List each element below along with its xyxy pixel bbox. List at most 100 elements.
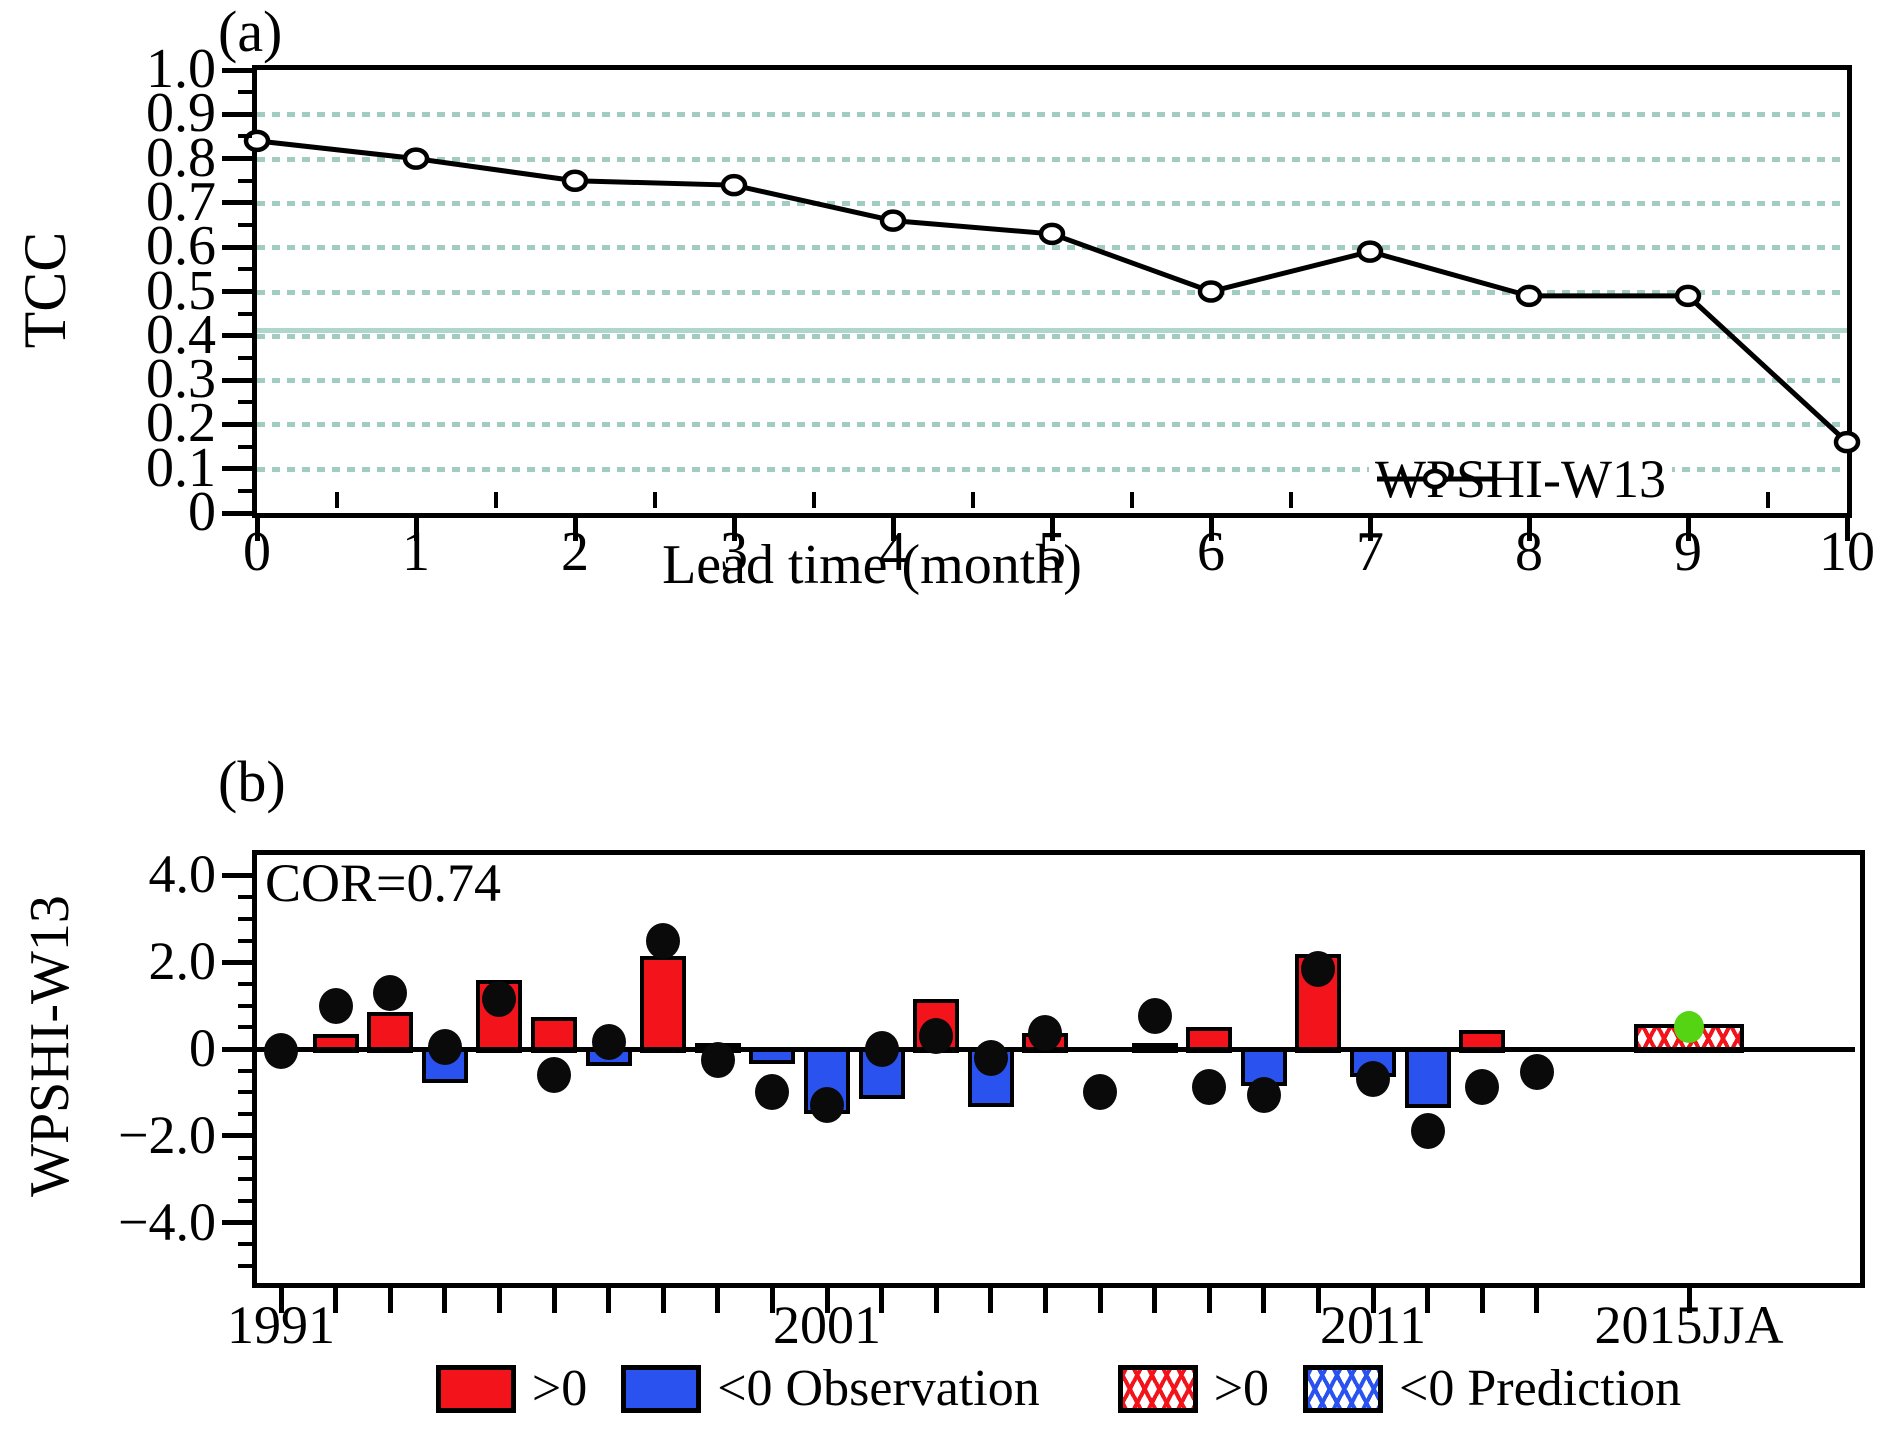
panel-a-y-axis-title: TCC xyxy=(12,231,78,349)
marker-lead-4 xyxy=(879,209,907,232)
a-xtick-9 xyxy=(1685,513,1691,541)
a-xtick-7 xyxy=(1367,513,1373,541)
b-xtick-2007 xyxy=(1152,1283,1158,1313)
a-ytick-0 xyxy=(222,510,252,516)
b-xtick-2001 xyxy=(824,1283,830,1313)
a-xtick-1 xyxy=(413,513,419,541)
a-ytick-label-0.4: 0.4 xyxy=(146,303,216,366)
legend-swatch-prediction-positive xyxy=(1117,1365,1198,1413)
a-xtick-label-4: 4 xyxy=(879,521,907,583)
b-xtick-2010 xyxy=(1315,1283,1321,1313)
bar-1998 xyxy=(640,955,687,1053)
marker-lead-9 xyxy=(1674,284,1702,308)
legend-swatch-observation-positive xyxy=(435,1365,516,1413)
prediction-dot-1999 xyxy=(700,1041,735,1078)
marker-lead-7 xyxy=(1356,240,1384,263)
legend-label-observation-positive: >0 xyxy=(531,1360,588,1417)
b-ytick-minor xyxy=(238,1177,252,1182)
marker-lead-3 xyxy=(720,173,748,197)
prediction-dot-2014 xyxy=(1519,1053,1554,1090)
prediction-dot-2011 xyxy=(1356,1060,1390,1097)
a-xtick-minor xyxy=(652,492,657,508)
a-ytick-0.5 xyxy=(222,289,252,294)
gridline-0.4 xyxy=(257,333,1847,339)
b-ytick-minor xyxy=(238,1003,252,1008)
a-xtick-minor xyxy=(811,492,816,508)
a-xtick-minor xyxy=(334,492,339,508)
prediction-dot-2002 xyxy=(864,1031,899,1067)
prediction-dot-1995 xyxy=(482,981,517,1018)
marker-lead-5 xyxy=(1038,222,1066,246)
a-ytick-0.6 xyxy=(222,244,252,250)
b-ytick-minor xyxy=(238,1198,252,1203)
a-xtick-label-0: 0 xyxy=(243,521,271,583)
gridline-0.9 xyxy=(257,112,1847,118)
b-ytick-label-2.0: 2.0 xyxy=(148,931,217,992)
gridline-0.3 xyxy=(257,378,1847,384)
b-ytick-4.0 xyxy=(222,872,252,878)
prediction-dot-1996 xyxy=(537,1057,571,1094)
a-ytick-minor xyxy=(238,134,252,139)
panel-a-legend: WPSHI-W13 xyxy=(1369,448,1672,510)
a-xtick-0 xyxy=(254,513,260,541)
a-xtick-label-1: 1 xyxy=(402,521,430,583)
a-ytick-minor xyxy=(238,400,252,405)
b-xtick-1992 xyxy=(333,1283,339,1313)
bar-2012 xyxy=(1404,1047,1451,1109)
b-xtick-label-2001: 2001 xyxy=(773,1295,881,1355)
b-ytick-minor xyxy=(238,1264,252,1268)
b-xtick-2009 xyxy=(1261,1283,1267,1313)
legend-swatch-prediction-negative xyxy=(1303,1365,1384,1413)
b-xtick-2004 xyxy=(988,1283,994,1313)
a-ytick-minor xyxy=(238,178,252,183)
a-xtick-2 xyxy=(572,513,578,541)
b-xtick-1996 xyxy=(551,1283,557,1313)
prediction-dot-2009 xyxy=(1246,1076,1281,1113)
wpshi-w13-line xyxy=(256,138,1849,444)
a-ytick-label-0.1: 0.1 xyxy=(146,436,216,499)
zero-line xyxy=(257,1046,1855,1052)
b-ytick-0 xyxy=(222,1046,252,1052)
legend-label-prediction-negative: <0 Prediction xyxy=(1399,1360,1682,1417)
a-xtick-label-10: 10 xyxy=(1819,521,1875,583)
a-xtick-8 xyxy=(1526,513,1532,541)
b-xtick-2013 xyxy=(1479,1283,1485,1313)
b-xtick-1999 xyxy=(715,1283,721,1313)
gridline-0.2 xyxy=(257,422,1847,428)
a-ytick-minor xyxy=(238,444,252,449)
a-ytick-0.7 xyxy=(222,200,252,206)
a-xtick-minor xyxy=(1129,492,1134,508)
b-xtick-1993 xyxy=(387,1283,393,1313)
b-ytick-minor xyxy=(238,1242,252,1247)
tcc-line-chart xyxy=(243,129,1861,454)
prediction-dot-2005 xyxy=(1028,1014,1063,1051)
a-ytick-label-0.7: 0.7 xyxy=(146,170,216,233)
a-ytick-label-0.8: 0.8 xyxy=(146,126,216,189)
legend-swatch-observation-negative xyxy=(621,1365,702,1413)
a-xtick-minor xyxy=(493,492,498,508)
legend-label-prediction-positive: >0 xyxy=(1213,1360,1270,1417)
a-ytick-label-0.2: 0.2 xyxy=(146,392,216,455)
b-xtick-1997 xyxy=(606,1283,612,1313)
gridline-0.7 xyxy=(257,200,1847,206)
prediction-dot-1994 xyxy=(427,1028,462,1065)
b-xtick-2003 xyxy=(933,1283,939,1313)
a-ytick-0.9 xyxy=(222,111,252,117)
marker-lead-1 xyxy=(402,147,430,170)
b-xtick-2005 xyxy=(1042,1283,1048,1313)
b-xtick-label-1991: 1991 xyxy=(227,1295,335,1355)
b-ytick-minor xyxy=(238,1090,252,1095)
legend-label-observation-negative: <0 Observation xyxy=(717,1360,1040,1417)
a-ytick-label-0.9: 0.9 xyxy=(146,82,216,145)
prediction-dot-1997 xyxy=(591,1024,626,1061)
prediction-dot-2007 xyxy=(1137,998,1172,1035)
prediction-dot-2004 xyxy=(973,1039,1008,1076)
b-ytick-minor xyxy=(238,1025,252,1030)
gridline-0.1 xyxy=(257,466,1847,472)
b-ytick-label-−2.0: −2.0 xyxy=(118,1104,216,1165)
b-xtick-2015JJA xyxy=(1686,1283,1692,1313)
a-ytick-minor xyxy=(238,267,252,272)
b-ytick-minor xyxy=(238,916,252,921)
panel-b-label: (b) xyxy=(218,749,286,814)
